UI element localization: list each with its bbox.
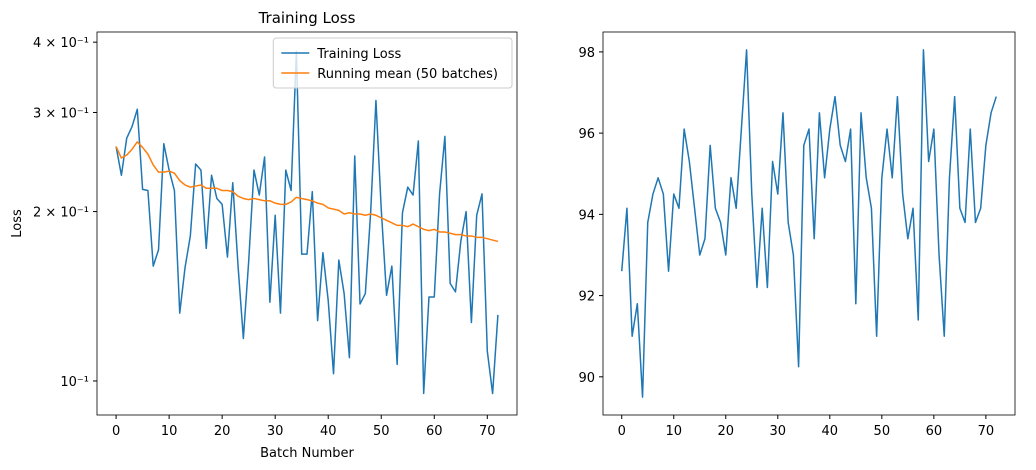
y-tick-label: 3 × 10⁻¹ xyxy=(33,106,89,121)
x-tick-label: 70 xyxy=(479,424,496,439)
x-tick-label: 40 xyxy=(822,424,839,439)
x-tick-label: 50 xyxy=(874,424,891,439)
y-tick-label: 2 × 10⁻¹ xyxy=(33,206,89,221)
axes-frame xyxy=(96,31,518,416)
x-tick-label: 0 xyxy=(112,424,120,439)
x-tick-label: 0 xyxy=(618,424,626,439)
x-tick-label: 50 xyxy=(373,424,390,439)
plot-area xyxy=(97,32,517,415)
y-tick-label: 92 xyxy=(578,290,595,305)
x-tick-label: 30 xyxy=(770,424,787,439)
x-tick-label: 20 xyxy=(717,424,734,439)
series-line xyxy=(115,50,499,395)
x-tick-label: 70 xyxy=(978,424,995,439)
chart-title: Training Loss xyxy=(258,9,356,27)
series-line xyxy=(620,49,997,398)
x-axis-label: Batch Number xyxy=(260,446,354,461)
x-tick-label: 20 xyxy=(214,424,231,439)
series-line xyxy=(115,141,499,243)
y-tick-label: 4 × 10⁻¹ xyxy=(33,36,89,51)
legend-label: Running mean (50 batches) xyxy=(317,67,498,82)
y-tick-label: 98 xyxy=(578,46,595,61)
legend-frame xyxy=(272,37,513,89)
subplot: 0 10 20 30 40 50 60 70 90 92 94 96 98 xyxy=(578,31,1016,439)
legend: Training Loss Running mean (50 batches) xyxy=(272,37,513,89)
y-axis-label: Loss xyxy=(10,209,25,238)
x-tick-label: 30 xyxy=(267,424,284,439)
y-tick-label: 96 xyxy=(578,127,595,142)
subplot: 0 10 20 30 40 50 60 70 10⁻¹ 2 × 10⁻¹ 3 × 10⁻¹ 4 × 1… xyxy=(10,9,518,461)
legend-label: Training Loss xyxy=(316,47,401,62)
x-tick-label: 10 xyxy=(161,424,178,439)
y-tick-label: 94 xyxy=(578,208,595,223)
x-tick-label: 40 xyxy=(320,424,337,439)
axes-frame xyxy=(602,31,1016,416)
x-tick-label: 60 xyxy=(426,424,443,439)
x-tick-label: 10 xyxy=(665,424,682,439)
y-tick-label: 90 xyxy=(578,371,595,386)
y-tick-label: 10⁻¹ xyxy=(60,375,89,390)
x-tick-label: 60 xyxy=(926,424,943,439)
